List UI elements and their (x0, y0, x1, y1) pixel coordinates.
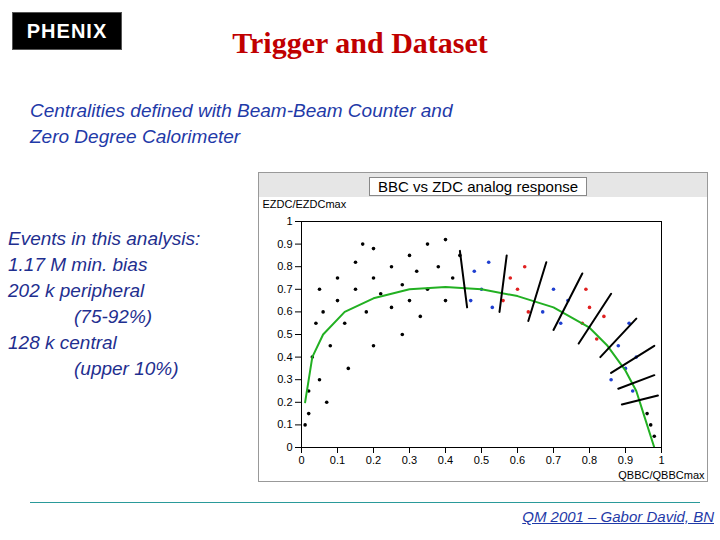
html-text:Trigger and Dataset: Trigger and Dataset (232, 26, 488, 59)
svg-text:0.8: 0.8 (277, 260, 292, 272)
svg-text:0.6: 0.6 (510, 454, 525, 466)
html-text:202 k peripheral: 202 k peripheral (8, 280, 145, 301)
svg-text:0.2: 0.2 (277, 396, 292, 408)
html-text:BBC vs ZDC analog response: BBC vs ZDC analog response (378, 178, 579, 195)
html-text:(75-92%): (75-92%) (74, 306, 153, 327)
html-text:1.17 M min. bias: 1.17 M min. bias (8, 254, 148, 275)
svg-text:0.1: 0.1 (277, 418, 292, 430)
svg-text:0.8: 0.8 (582, 454, 597, 466)
svg-text:0: 0 (286, 441, 292, 453)
svg-text:0.1: 0.1 (330, 454, 345, 466)
svg-text:0.6: 0.6 (277, 305, 292, 317)
svg-text:0.9: 0.9 (618, 454, 633, 466)
svg-text:0.5: 0.5 (277, 328, 292, 340)
svg-text:0.7: 0.7 (546, 454, 561, 466)
html-text:PHENIX: PHENIX (26, 19, 108, 42)
svg-text:0: 0 (298, 454, 304, 466)
svg-text:EZDC/EZDCmax: EZDC/EZDCmax (263, 198, 347, 210)
svg-text:0.9: 0.9 (277, 238, 292, 250)
html-text:Centralities defined with Beam: Centralities defined with Beam-Beam Coun… (30, 100, 453, 121)
html-text:QM 2001 – Gabor David, BN: QM 2001 – Gabor David, BN (522, 508, 714, 525)
html-text:Zero Degree Calorimeter: Zero Degree Calorimeter (30, 126, 241, 147)
html-text:128 k central: 128 k central (8, 332, 117, 353)
svg-text:0.3: 0.3 (277, 373, 292, 385)
svg-text:0.7: 0.7 (277, 283, 292, 295)
svg-text:QBBC/QBBCmax: QBBC/QBBCmax (618, 469, 705, 481)
svg-text:0.3: 0.3 (402, 454, 417, 466)
html-text:(upper 10%): (upper 10%) (74, 358, 179, 379)
svg-text:0.4: 0.4 (277, 351, 292, 363)
svg-text:1: 1 (286, 215, 292, 227)
svg-text:0.4: 0.4 (438, 454, 453, 466)
html-text:Events in this analysis:: Events in this analysis: (8, 228, 201, 249)
svg-text:0.2: 0.2 (366, 454, 381, 466)
svg-text:1: 1 (658, 454, 664, 466)
svg-text:0.5: 0.5 (474, 454, 489, 466)
